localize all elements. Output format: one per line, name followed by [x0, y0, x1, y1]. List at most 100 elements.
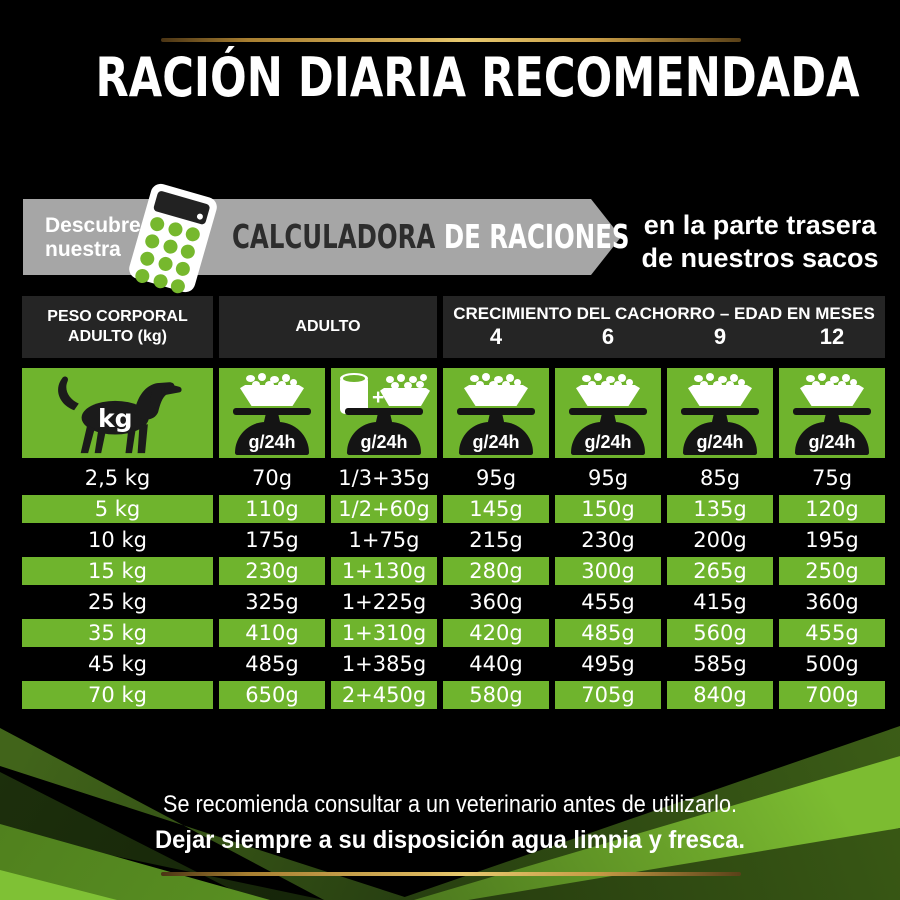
month4-cell: 580g — [443, 681, 549, 709]
month9-cell: 415g — [693, 590, 747, 614]
footer-line1: Se recomienda consultar a un veterinario… — [163, 791, 737, 818]
table-row: 15 kg 230g 1+130g 280g 300g 265g 250g — [22, 557, 885, 585]
scale-icon-cell-adult: g/24h — [219, 368, 325, 458]
dog-icon — [22, 368, 213, 458]
scale-icon-cell-m9: g/24h — [667, 368, 773, 458]
month4-cell: 215g — [469, 528, 523, 552]
gold-divider-top — [161, 38, 741, 42]
page-title: RACIÓN DIARIA RECOMENDADA — [95, 46, 860, 109]
month4-cell: 280g — [443, 557, 549, 585]
month6-cell: 95g — [587, 466, 629, 490]
scale-icon-cell-m6: g/24h — [555, 368, 661, 458]
weight-cell: 35 kg — [22, 619, 213, 647]
header-weight-line2: ADULTO (kg) — [68, 328, 167, 345]
adult-mix-cell: 1+385g — [341, 652, 427, 676]
banner-intro-line1: Descubre — [45, 214, 141, 237]
unit-label: g/24h — [808, 432, 856, 452]
adult-mix-cell: 1/2+60g — [331, 495, 437, 523]
scale-icon-cell-m4: g/24h — [443, 368, 549, 458]
weight-cell: 25 kg — [88, 590, 147, 614]
month6-cell: 705g — [555, 681, 661, 709]
table-row: 45 kg 485g 1+385g 440g 495g 585g 500g — [22, 650, 885, 678]
adult-dry-cell: 325g — [245, 590, 299, 614]
month-6: 6 — [601, 324, 615, 349]
table-icon-row: kg g/24h — [22, 368, 885, 458]
scale-dome: g/24h — [347, 422, 421, 455]
header-growth-label: CRECIMIENTO DEL CACHORRO – EDAD EN MESES — [453, 304, 875, 323]
weight-cell: 2,5 kg — [84, 466, 151, 490]
adult-dry-cell: 230g — [219, 557, 325, 585]
header-weight-line1: PESO CORPORAL — [47, 308, 188, 325]
can-plus-scale-icon: + g/24h — [331, 368, 437, 458]
weight-cell: 70 kg — [22, 681, 213, 709]
adult-dry-cell: 650g — [219, 681, 325, 709]
can-plus-scale-icon-cell: + g/24h — [331, 368, 437, 458]
banner-headline-dark: CALCULADORA — [232, 217, 436, 256]
adult-dry-cell: 70g — [251, 466, 293, 490]
banner-intro-text: Descubre nuestra — [45, 214, 141, 262]
banner-headline: CALCULADORA DE RACIONES — [232, 219, 629, 255]
month6-cell: 455g — [581, 590, 635, 614]
month-4: 4 — [489, 324, 503, 349]
month9-cell: 135g — [667, 495, 773, 523]
header-adult-label: ADULTO — [295, 318, 361, 335]
unit-label: g/24h — [248, 432, 296, 452]
gold-divider-bottom — [161, 872, 741, 876]
month9-cell: 200g — [693, 528, 747, 552]
month6-cell: 230g — [581, 528, 635, 552]
adult-mix-cell: 1+310g — [331, 619, 437, 647]
weight-cell: 15 kg — [22, 557, 213, 585]
scale-stem — [263, 415, 281, 424]
adult-mix-cell: 1/3+35g — [338, 466, 430, 490]
header-months: 4 6 9 12 — [443, 324, 885, 349]
scale-plate — [345, 408, 423, 415]
dog-weight-cell: kg — [22, 368, 213, 458]
month9-cell: 560g — [667, 619, 773, 647]
banner-right-line2: de nuestros sacos — [641, 243, 879, 273]
header-weight: PESO CORPORAL ADULTO (kg) — [22, 296, 213, 358]
month9-cell: 85g — [699, 466, 741, 490]
banner-intro-line2: nuestra — [45, 238, 121, 261]
adult-dry-cell: 175g — [245, 528, 299, 552]
adult-mix-cell: 2+450g — [331, 681, 437, 709]
scale-plate — [233, 408, 311, 415]
month6-cell: 495g — [581, 652, 635, 676]
month9-cell: 840g — [667, 681, 773, 709]
banner-headline-light: DE RACIONES — [443, 217, 630, 256]
header-adult: ADULTO — [219, 296, 437, 358]
scale-icon: g/24h — [219, 368, 325, 458]
month-9: 9 — [713, 324, 727, 349]
feeding-table: PESO CORPORAL ADULTO (kg) ADULTO CRECIMI… — [22, 296, 885, 712]
month12-cell: 700g — [779, 681, 885, 709]
month6-cell: 485g — [555, 619, 661, 647]
weight-cell: 10 kg — [88, 528, 147, 552]
adult-dry-cell: 485g — [245, 652, 299, 676]
month6-cell: 150g — [555, 495, 661, 523]
month12-cell: 75g — [811, 466, 853, 490]
scale-icon-cell-m12: g/24h — [779, 368, 885, 458]
adult-dry-cell: 410g — [219, 619, 325, 647]
banner-arrow-band — [23, 199, 621, 275]
footer-line2: Dejar siempre a su disposición agua limp… — [154, 826, 746, 854]
bowl-icon — [240, 385, 304, 406]
month12-cell: 120g — [779, 495, 885, 523]
table-row: 70 kg 650g 2+450g 580g 705g 840g 700g — [22, 681, 885, 709]
unit-label: g/24h — [472, 432, 520, 452]
banner-right-text: en la parte trasera de nuestros sacos — [620, 209, 900, 275]
adult-mix-cell: 1+225g — [341, 590, 427, 614]
unit-label: g/24h — [696, 432, 744, 452]
bowl-icon — [380, 388, 430, 406]
month12-cell: 195g — [805, 528, 859, 552]
unit-label: g/24h — [584, 432, 632, 452]
month4-cell: 360g — [469, 590, 523, 614]
table-row: 10 kg 175g 1+75g 215g 230g 200g 195g — [22, 526, 885, 554]
table-row: 25 kg 325g 1+225g 360g 455g 415g 360g — [22, 588, 885, 616]
adult-mix-cell: 1+130g — [331, 557, 437, 585]
table-header: PESO CORPORAL ADULTO (kg) ADULTO CRECIMI… — [22, 296, 885, 358]
calculator-keys — [133, 215, 203, 295]
adult-dry-cell: 110g — [219, 495, 325, 523]
weight-cell: 45 kg — [88, 652, 147, 676]
month12-cell: 250g — [779, 557, 885, 585]
table-row: 35 kg 410g 1+310g 420g 485g 560g 455g — [22, 619, 885, 647]
